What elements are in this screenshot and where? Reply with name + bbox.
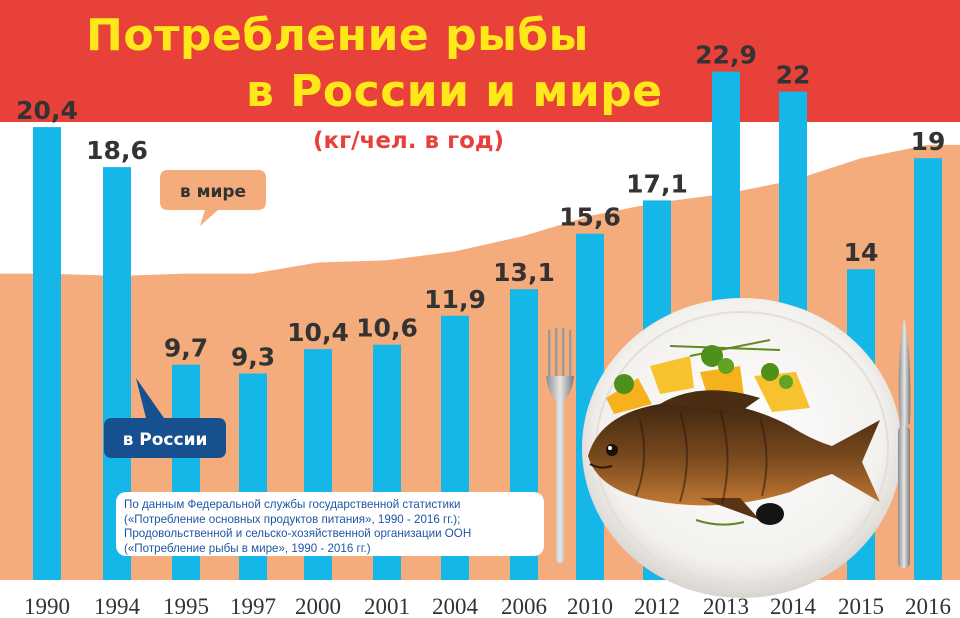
world-label: в мире: [180, 182, 246, 202]
value-label-1995: 9,7: [164, 334, 208, 363]
value-label-2004: 11,9: [424, 285, 486, 314]
world-label-bubble: в мире: [160, 170, 266, 226]
year-label-1994: 1994: [94, 594, 141, 618]
value-label-2014: 22: [776, 61, 811, 90]
bar-1990: [33, 127, 61, 580]
fish-plate-illustration: [582, 298, 902, 598]
russia-label-bubble: в России: [104, 378, 226, 458]
year-label-2013: 2013: [703, 594, 749, 618]
year-axis-labels: 1990 1994 1995 1997 2000 2001 2004 2006 2010 2012…: [24, 594, 951, 618]
year-label-1995: 1995: [163, 594, 209, 618]
year-label-2014: 2014: [770, 594, 817, 618]
year-label-2006: 2006: [501, 594, 547, 618]
value-label-2000: 10,4: [287, 318, 349, 347]
year-label-1990: 1990: [24, 594, 70, 618]
year-label-1997: 1997: [230, 594, 276, 618]
knife-illustration: [898, 318, 911, 568]
value-label-1997: 9,3: [231, 343, 275, 372]
value-label-2016: 19: [911, 127, 946, 156]
year-label-2015: 2015: [838, 594, 884, 618]
value-label-1994: 18,6: [86, 136, 148, 165]
value-label-2001: 10,6: [356, 314, 418, 343]
year-label-2016: 2016: [905, 594, 951, 618]
source-note: По данным Федеральной службы государстве…: [116, 492, 544, 556]
chart-title-line-1: Потребление рыбы: [86, 10, 589, 61]
bar-value-labels: 20,4 18,6 9,7 9,3 10,4 10,611,913,115,617,1 22…: [16, 41, 945, 372]
value-label-2010: 15,6: [559, 203, 621, 232]
value-label-1990: 20,4: [16, 96, 78, 125]
value-label-2015: 14: [844, 238, 879, 267]
value-label-2013: 22,9: [695, 41, 757, 70]
year-label-2010: 2010: [567, 594, 613, 618]
year-label-2001: 2001: [364, 594, 410, 618]
value-label-2006: 13,1: [493, 258, 555, 287]
fork-illustration: [546, 328, 574, 563]
russia-label: в России: [123, 430, 208, 450]
bar-2016: [914, 158, 942, 580]
value-label-2012: 17,1: [626, 169, 688, 198]
chart-unit-subtitle: (кг/чел. в год): [313, 128, 504, 154]
chart-title-line-2: в России и мире: [246, 66, 663, 117]
year-label-2012: 2012: [634, 594, 680, 618]
year-label-2000: 2000: [295, 594, 341, 618]
year-label-2004: 2004: [432, 594, 479, 618]
